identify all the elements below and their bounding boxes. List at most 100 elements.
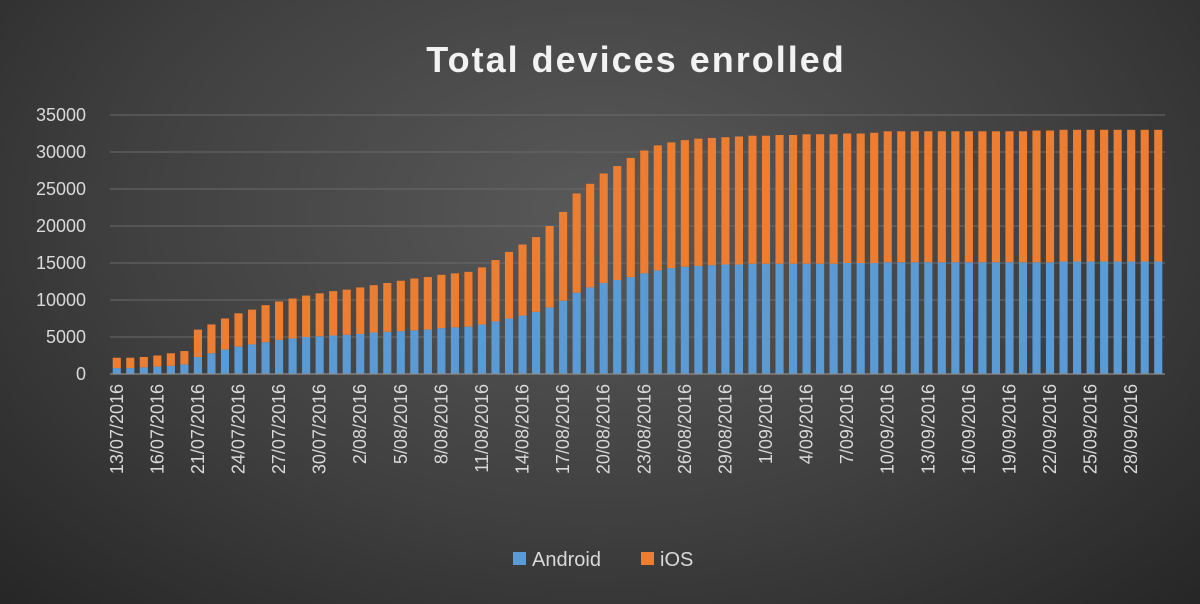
x-tick-label: 5/08/2016 <box>391 384 411 464</box>
bar-ios <box>721 137 730 265</box>
bar-ios <box>288 298 297 339</box>
x-tick-label: 13/09/2016 <box>918 384 938 474</box>
y-tick-label: 0 <box>76 364 86 384</box>
bar-android <box>518 315 527 374</box>
bar-android <box>1032 262 1041 374</box>
bar-ios <box>951 131 960 263</box>
bar-ios <box>829 134 838 264</box>
bar-android <box>220 349 230 374</box>
bar-ios <box>626 157 635 278</box>
bar-ios <box>450 273 459 328</box>
bar-android <box>897 262 906 374</box>
bar-android <box>288 338 297 374</box>
bar-android <box>1086 261 1095 374</box>
bar-android <box>383 331 392 374</box>
x-tick-label: 7/09/2016 <box>837 384 857 464</box>
x-tick-label: 26/08/2016 <box>675 384 695 474</box>
bar-ios <box>680 140 689 267</box>
bar-ios <box>342 289 351 335</box>
y-tick-label: 5000 <box>46 327 86 347</box>
bar-android <box>599 282 608 374</box>
bar-android <box>748 263 757 374</box>
bar-ios <box>1045 130 1055 263</box>
bar-android <box>261 342 270 374</box>
bar-ios <box>1154 129 1163 262</box>
bar-android <box>491 321 500 374</box>
bar-ios <box>261 305 270 343</box>
bars <box>112 129 1163 374</box>
x-tick-label: 10/09/2016 <box>878 384 898 474</box>
bar-android <box>329 335 338 374</box>
legend-swatch-ios <box>641 552 654 565</box>
bar-android <box>464 326 473 374</box>
bar-android <box>504 318 514 374</box>
bar-android <box>951 262 960 374</box>
x-tick-label: 24/07/2016 <box>228 384 248 474</box>
bar-ios <box>816 134 825 264</box>
bar-android <box>396 331 405 374</box>
bar-ios <box>1100 129 1109 262</box>
bar-android <box>802 263 811 374</box>
bar-ios <box>559 211 568 301</box>
bar-ios <box>518 244 527 316</box>
bar-android <box>1100 261 1109 374</box>
bar-ios <box>1086 129 1095 262</box>
bar-android <box>734 264 743 374</box>
bar-android <box>1018 262 1028 374</box>
bar-android <box>423 329 432 374</box>
bar-ios <box>978 131 987 263</box>
x-tick-label: 22/09/2016 <box>1040 384 1060 474</box>
x-tick-label: 21/07/2016 <box>188 384 208 474</box>
bar-android <box>613 280 622 374</box>
bar-android <box>964 262 973 374</box>
bar-android <box>532 311 541 374</box>
bar-ios <box>788 134 798 264</box>
bar-android <box>1045 262 1055 374</box>
bar-ios <box>843 133 852 263</box>
bar-android <box>572 292 581 374</box>
bar-android <box>139 367 148 374</box>
bar-android <box>166 365 175 374</box>
x-tick-label: 20/08/2016 <box>594 384 614 474</box>
bar-android <box>126 368 135 374</box>
x-tick-label: 28/09/2016 <box>1121 384 1141 474</box>
bar-android <box>937 262 946 374</box>
bar-ios <box>234 313 243 347</box>
y-tick-label: 15000 <box>36 253 86 273</box>
bar-android <box>1073 261 1082 374</box>
bar-android <box>707 265 716 374</box>
bar-ios <box>653 145 662 271</box>
bar-android <box>315 336 324 374</box>
bar-android <box>870 263 879 374</box>
bar-ios <box>694 138 703 266</box>
x-tick-label: 23/08/2016 <box>634 384 654 474</box>
x-tick-label: 16/09/2016 <box>959 384 979 474</box>
bar-android <box>342 334 351 374</box>
bar-android <box>653 270 662 374</box>
bar-android <box>193 356 202 374</box>
bar-ios <box>883 131 892 263</box>
bar-android <box>180 364 189 374</box>
bar-ios <box>586 183 595 288</box>
bar-ios <box>1005 131 1014 263</box>
bar-ios <box>275 301 284 340</box>
bar-ios <box>572 193 581 293</box>
bar-ios <box>599 173 608 283</box>
x-tick-label: 4/09/2016 <box>797 384 817 464</box>
x-tick-label: 14/08/2016 <box>513 384 533 474</box>
bar-android <box>450 327 459 374</box>
bar-ios <box>1032 130 1041 263</box>
bar-ios <box>207 324 216 354</box>
bar-ios <box>802 134 811 264</box>
bar-android <box>234 346 243 374</box>
bar-ios <box>734 136 743 265</box>
x-tick-label: 25/09/2016 <box>1081 384 1101 474</box>
bar-ios <box>383 282 392 332</box>
bar-ios <box>748 135 757 264</box>
bar-android <box>586 287 595 374</box>
bar-ios <box>1018 131 1028 263</box>
bar-android <box>721 264 730 374</box>
bar-android <box>761 263 771 374</box>
bar-ios <box>924 131 933 263</box>
bar-ios <box>775 134 784 264</box>
